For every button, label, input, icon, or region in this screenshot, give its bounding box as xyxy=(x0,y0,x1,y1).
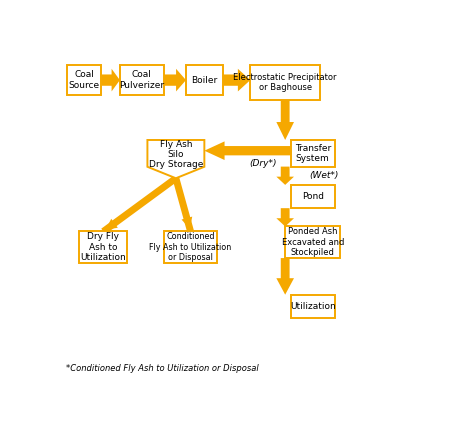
FancyBboxPatch shape xyxy=(164,232,217,263)
Text: Electrostatic Precipitator
or Baghouse: Electrostatic Precipitator or Baghouse xyxy=(233,73,337,92)
Polygon shape xyxy=(204,141,291,160)
FancyBboxPatch shape xyxy=(186,65,223,95)
FancyBboxPatch shape xyxy=(291,185,335,208)
Text: Utilization: Utilization xyxy=(290,302,336,311)
Text: (Wet*): (Wet*) xyxy=(309,171,338,180)
Text: *Conditioned Fly Ash to Utilization or Disposal: *Conditioned Fly Ash to Utilization or D… xyxy=(66,364,259,373)
Text: Transfer
System: Transfer System xyxy=(295,143,331,163)
FancyBboxPatch shape xyxy=(285,226,340,258)
Text: Conditioned
Fly Ash to Utilization
or Disposal: Conditioned Fly Ash to Utilization or Di… xyxy=(149,232,232,262)
Polygon shape xyxy=(223,69,250,92)
Polygon shape xyxy=(164,69,186,92)
Polygon shape xyxy=(147,140,204,178)
Polygon shape xyxy=(276,100,294,140)
FancyBboxPatch shape xyxy=(291,295,335,318)
Polygon shape xyxy=(276,167,294,185)
FancyBboxPatch shape xyxy=(250,65,320,100)
Polygon shape xyxy=(101,69,120,92)
Text: Coal
Source: Coal Source xyxy=(68,70,100,90)
Polygon shape xyxy=(276,208,294,226)
Text: (Dry*): (Dry*) xyxy=(249,159,277,168)
Text: Coal
Pulverizer: Coal Pulverizer xyxy=(119,70,164,90)
Polygon shape xyxy=(276,258,294,295)
FancyBboxPatch shape xyxy=(120,65,164,95)
Text: Ponded Ash
Excavated and
Stockpiled: Ponded Ash Excavated and Stockpiled xyxy=(282,227,344,257)
Text: Pond: Pond xyxy=(302,192,324,201)
Text: Fly Ash
Silo
Dry Storage: Fly Ash Silo Dry Storage xyxy=(149,140,203,169)
FancyBboxPatch shape xyxy=(66,65,101,95)
Text: Boiler: Boiler xyxy=(191,76,218,85)
Text: Dry Fly
Ash to
Utilization: Dry Fly Ash to Utilization xyxy=(81,232,126,262)
FancyBboxPatch shape xyxy=(291,140,335,167)
FancyBboxPatch shape xyxy=(80,232,127,263)
